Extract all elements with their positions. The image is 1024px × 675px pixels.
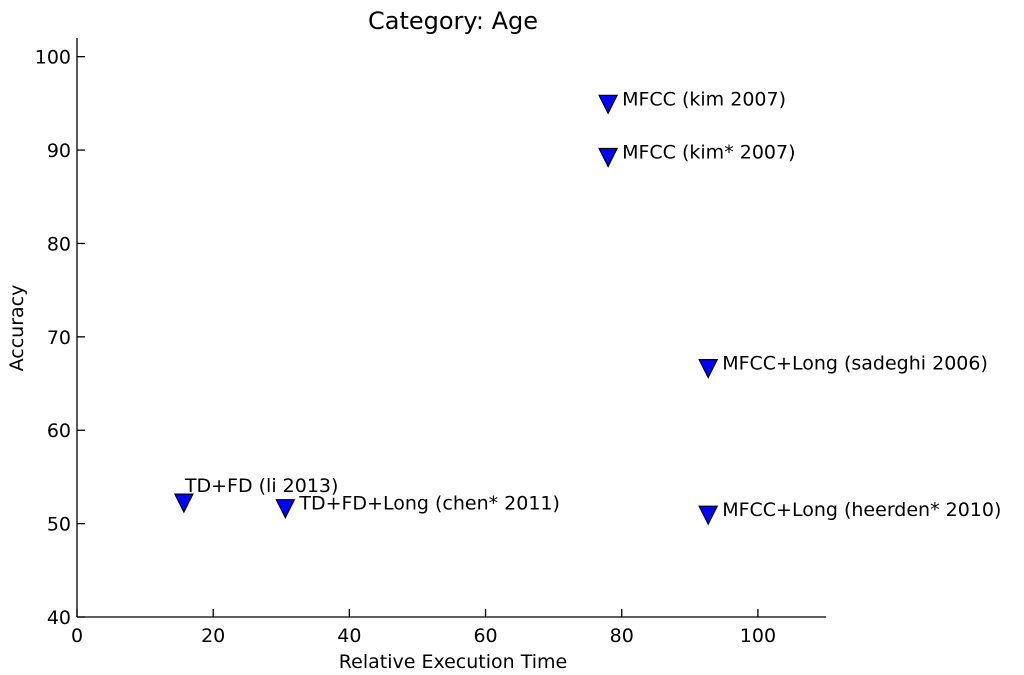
data-point-marker [598,94,619,115]
x-tick-label: 80 [610,625,634,647]
y-tick-label: 60 [47,420,71,442]
data-point-label: TD+FD+Long (chen* 2011) [298,493,560,515]
y-tick-label: 50 [47,514,71,536]
y-tick-label: 40 [47,607,71,629]
axes [76,38,826,618]
y-axis-label: Accuracy [6,285,28,372]
data-point-marker [598,147,619,168]
ticks: 0 20 40 60 80 100 40 50 60 70 80 90 100 [35,47,776,647]
x-tick-label: 20 [201,625,225,647]
data-point-label: TD+FD (li 2013) [184,475,339,497]
y-tick-label: 70 [47,327,71,349]
y-tick-label: 80 [47,233,71,255]
data-point-marker [275,499,296,520]
data-point-label: MFCC+Long (sadeghi 2006) [722,353,988,375]
x-axis-label: Relative Execution Time [339,651,567,673]
x-tick-label: 60 [473,625,497,647]
y-tick-label: 90 [47,140,71,162]
data-point-marker [698,358,719,379]
data-point-marker [173,493,194,514]
y-tick-label: 100 [35,47,71,69]
data-point-label: MFCC+Long (heerden* 2010) [722,499,1001,521]
data-point-label: MFCC (kim 2007) [622,88,786,110]
x-tick-label: 0 [71,625,83,647]
chart-title: Category: Age [368,7,538,35]
data-point-marker [698,505,719,526]
x-tick-label: 40 [337,625,361,647]
data-points: MFCC (kim 2007) MFCC (kim* 2007) MFCC+Long… [173,88,1001,526]
data-point-label: MFCC (kim* 2007) [622,142,795,164]
x-tick-label: 100 [740,625,776,647]
